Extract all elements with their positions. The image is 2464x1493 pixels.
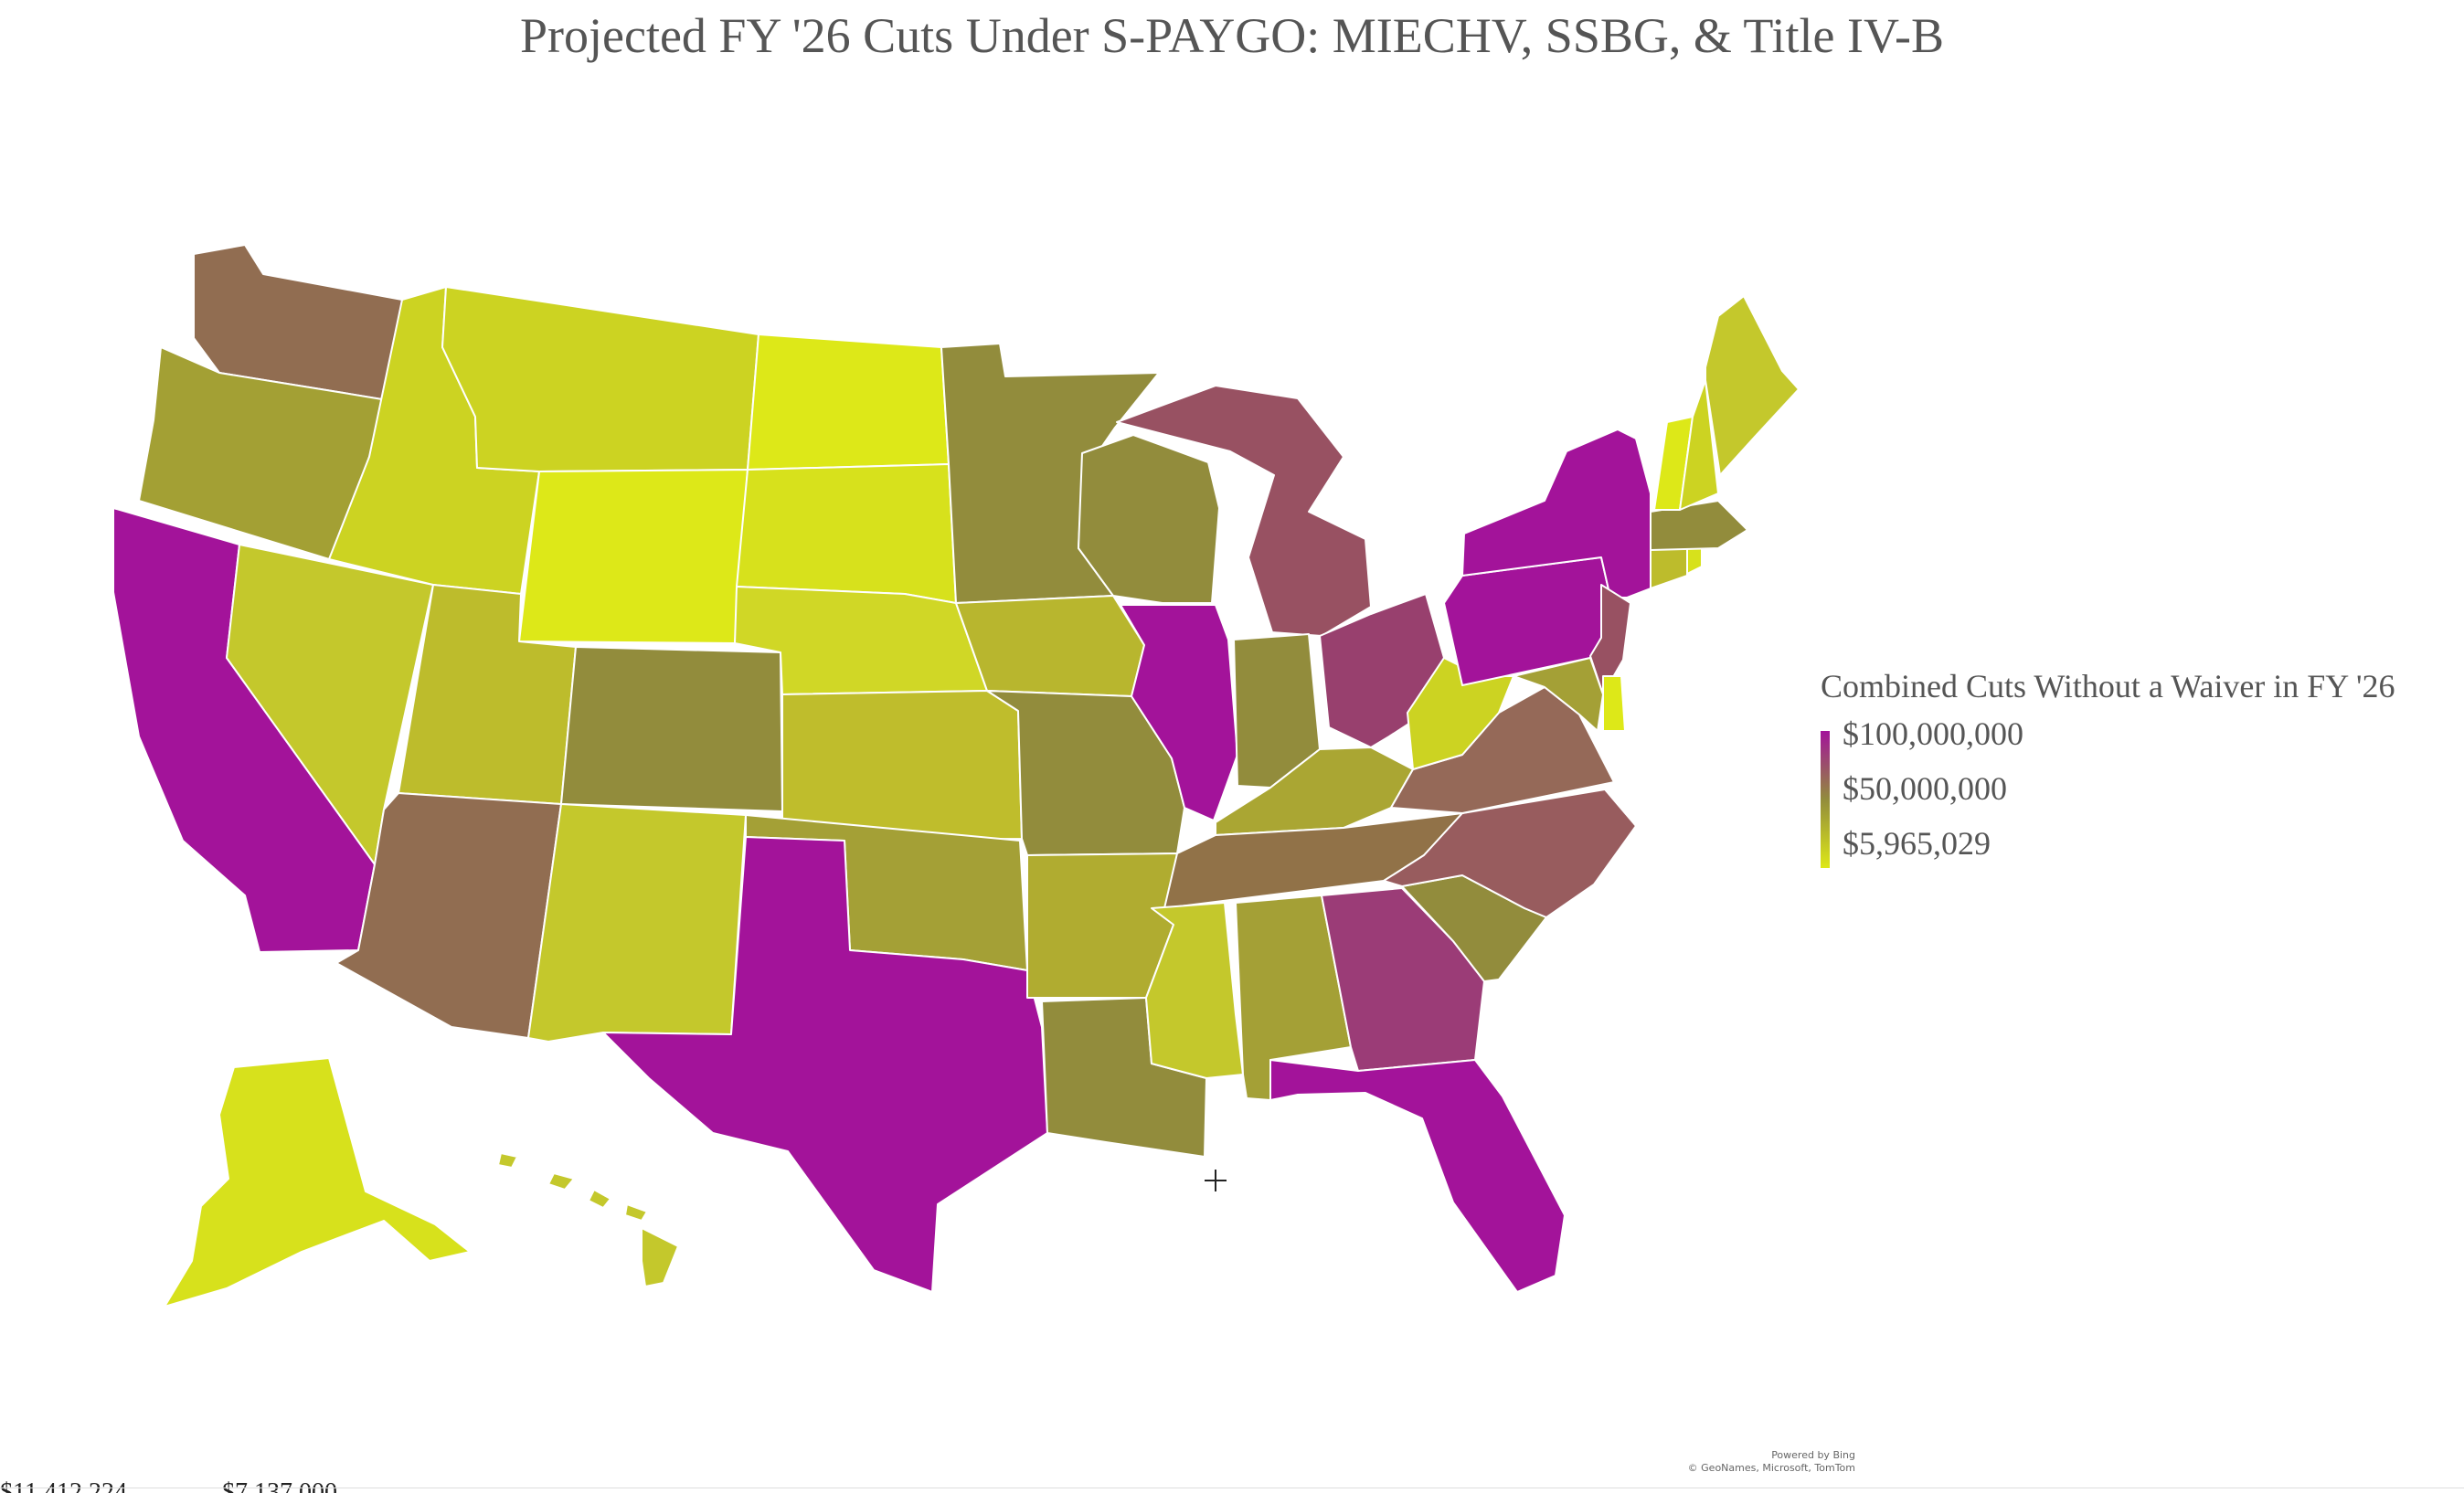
legend-mid-label: $50,000,000 [1843,770,2007,807]
state-nc[interactable] [1383,789,1637,918]
crosshair-cursor-icon [1205,1170,1227,1191]
state-il[interactable] [1120,604,1238,821]
state-mi[interactable] [1116,385,1372,637]
attribution-powered-by: Powered by Bing [1771,1449,1855,1461]
clipped-bottom-values: $11,412,224 $7,137,000 [0,1475,337,1493]
clipped-value-left: $11,412,224 [0,1478,127,1493]
state-de[interactable] [1602,675,1626,732]
color-legend: Combined Cuts Without a Waiver in FY '26… [1821,667,2424,868]
state-nh[interactable] [1679,379,1719,511]
state-wy[interactable] [518,469,749,644]
attribution-credits: © GeoNames, Microsoft, TomTom [1687,1462,1855,1474]
state-ak[interactable] [164,1057,471,1308]
state-nm[interactable] [527,803,747,1043]
legend-color-ramp [1821,731,1830,868]
state-fl[interactable] [1269,1059,1566,1293]
map-attribution: Powered by Bing © GeoNames, Microsoft, T… [1618,1449,1855,1475]
legend-min-label: $5,965,029 [1843,825,1991,862]
state-wi[interactable] [1078,434,1220,604]
legend-max-label: $100,000,000 [1843,715,2023,752]
state-ia[interactable] [955,595,1145,697]
state-ga[interactable] [1321,887,1485,1072]
map-title: Projected FY '26 Cuts Under S-PAYGO: MIE… [519,8,1944,63]
state-co[interactable] [560,646,783,812]
state-nd[interactable] [747,334,950,471]
state-me[interactable] [1705,295,1800,476]
state-mt[interactable] [441,286,759,472]
legend-title: Combined Cuts Without a Waiver in FY '26 [1821,668,2395,704]
state-hi[interactable] [497,1152,679,1287]
state-wv[interactable] [1407,657,1514,770]
state-md[interactable] [1513,657,1604,732]
state-ks[interactable] [781,690,1023,842]
clipped-value-right: $7,137,000 [221,1478,337,1493]
state-sd[interactable] [736,463,957,604]
state-ma[interactable] [1650,500,1748,551]
state-ms[interactable] [1145,902,1244,1079]
